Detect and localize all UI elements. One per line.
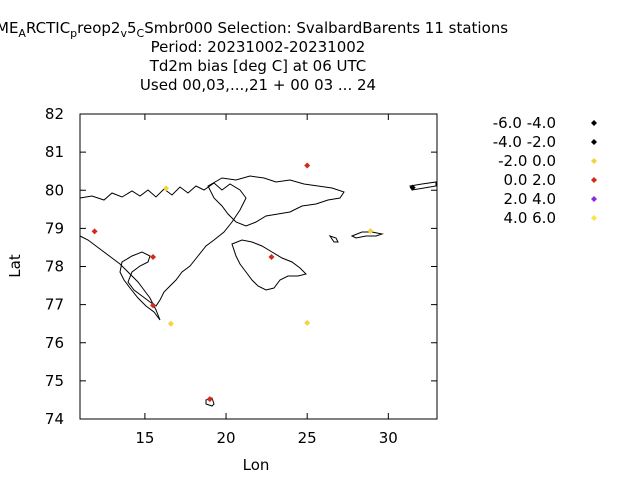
y-tick-label: 77	[45, 296, 64, 314]
legend-marker	[591, 196, 597, 202]
data-point	[167, 320, 174, 327]
legend-marker	[591, 177, 597, 183]
title-sub-d: C	[137, 27, 145, 40]
y-tick-label: 81	[45, 143, 64, 161]
title-part-c: reop2	[77, 19, 120, 37]
coastlines	[79, 175, 437, 407]
plot-frame	[79, 113, 438, 420]
data-point	[150, 302, 157, 309]
coastline-small-island	[328, 235, 339, 243]
legend-marker	[591, 158, 597, 164]
y-axis-label: Lat	[6, 254, 24, 278]
x-tick-label: 25	[298, 429, 317, 447]
data-point	[409, 184, 416, 191]
title-line-2: Period: 20231002-20231002	[151, 38, 366, 56]
data-point	[268, 253, 275, 260]
x-axis-label: Lon	[243, 456, 270, 474]
data-point	[304, 162, 311, 169]
title-sub-c: v	[120, 27, 127, 40]
legend-label: -2.0 0.0	[498, 152, 556, 170]
title-line-3: Td2m bias [deg C] at 06 UTC	[149, 57, 367, 75]
data-point	[206, 396, 213, 403]
y-tick-label: 79	[45, 219, 64, 237]
coastline-spitsbergen	[79, 182, 247, 321]
title-part-b: RCTIC	[26, 19, 70, 37]
y-tick-label: 76	[45, 334, 64, 352]
title-line-1: MEARCTICpreop2v5CSmbr000 Selection: Sval…	[0, 19, 508, 40]
legend: -6.0 -4.0-4.0 -2.0-2.0 0.00.0 2.02.0 4.0…	[493, 114, 597, 227]
coastline-nordaustlandet	[207, 175, 345, 227]
y-tick-label: 75	[45, 372, 64, 390]
y-axis: 74 75 76 77 78 79 80 81 82	[45, 105, 437, 428]
x-tick-label: 15	[135, 429, 154, 447]
data-point	[367, 228, 374, 235]
legend-label: 2.0 4.0	[504, 190, 556, 208]
legend-label: -4.0 -2.0	[493, 133, 556, 151]
y-tick-label: 74	[45, 410, 64, 428]
x-tick-label: 20	[216, 429, 235, 447]
legend-marker	[591, 120, 597, 126]
data-point	[304, 319, 311, 326]
x-axis: 15 20 25 30	[135, 114, 398, 447]
data-point	[150, 253, 157, 260]
chart-title: MEARCTICpreop2v5CSmbr000 Selection: Sval…	[0, 19, 508, 94]
legend-marker	[591, 215, 597, 221]
title-part-e: Smbr000 Selection: SvalbardBarents 11 st…	[144, 19, 508, 37]
title-part-d: 5	[127, 19, 137, 37]
title-sub-b: p	[70, 27, 77, 40]
coastline-kong-karls-land	[350, 231, 384, 239]
y-tick-label: 82	[45, 105, 64, 123]
y-tick-label: 80	[45, 181, 64, 199]
coastline-barentsoya-edgeoya	[231, 239, 307, 291]
title-line-4: Used 00,03,...,21 + 00 03 ... 24	[140, 76, 376, 94]
y-tick-label: 78	[45, 258, 64, 276]
data-point	[91, 228, 98, 235]
legend-label: -6.0 -4.0	[493, 114, 556, 132]
legend-label: 4.0 6.0	[504, 209, 556, 227]
data-point	[163, 185, 170, 192]
data-points	[91, 162, 416, 403]
x-tick-label: 30	[379, 429, 398, 447]
title-part-a: ME	[0, 19, 18, 37]
legend-marker	[591, 139, 597, 145]
coastline-kvitoya	[409, 181, 437, 191]
title-sub-a: A	[18, 27, 26, 40]
legend-label: 0.0 2.0	[504, 171, 556, 189]
